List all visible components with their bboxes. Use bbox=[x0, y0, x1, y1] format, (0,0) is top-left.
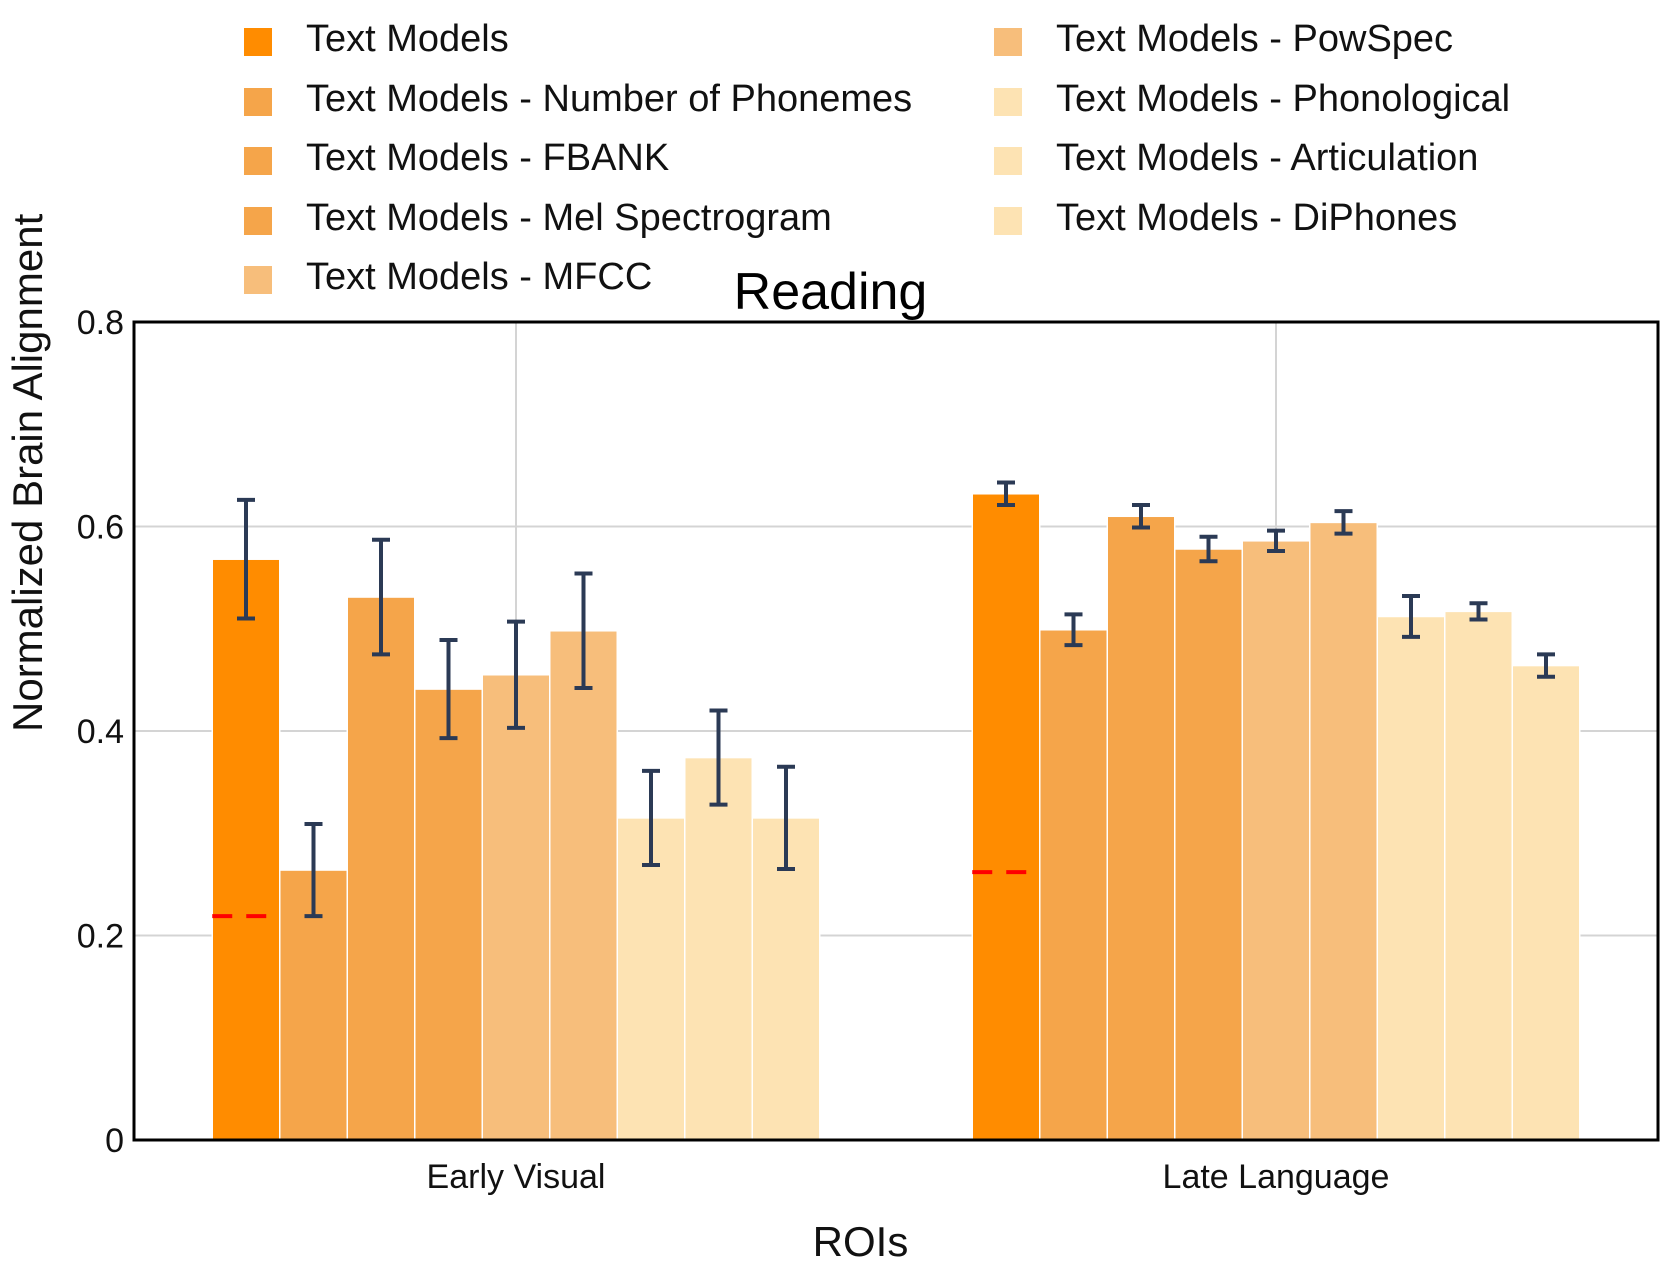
y-ticks: 0 0.2 0.4 0.6 0.8 bbox=[77, 304, 124, 1160]
bar bbox=[1444, 610, 1513, 1141]
bar bbox=[1241, 540, 1311, 1141]
legend-swatch bbox=[994, 206, 1022, 235]
legend-swatch bbox=[994, 147, 1022, 175]
y-tick-label: 0.6 bbox=[77, 509, 124, 547]
y-tick-label: 0.2 bbox=[77, 918, 124, 956]
chart-title: Reading bbox=[733, 263, 928, 321]
y-tick-label: 0.8 bbox=[77, 304, 124, 342]
bar bbox=[1511, 664, 1581, 1141]
y-axis-label: Normalized Brain Alignment bbox=[4, 213, 51, 732]
x-ticks: Early Visual Late Language bbox=[427, 1158, 1390, 1196]
error-bars bbox=[237, 480, 1555, 919]
bar bbox=[481, 674, 551, 1141]
bar bbox=[971, 493, 1041, 1141]
baselines bbox=[212, 870, 1040, 919]
bar bbox=[549, 630, 618, 1141]
bar bbox=[1039, 629, 1108, 1141]
bar bbox=[1309, 521, 1378, 1141]
legend-swatch bbox=[244, 206, 272, 235]
legend-swatch bbox=[994, 87, 1022, 116]
bar bbox=[1376, 615, 1446, 1141]
plot-frame bbox=[132, 320, 1660, 1142]
bar bbox=[684, 756, 753, 1141]
y-tick-label: 0.4 bbox=[77, 713, 124, 751]
legend-swatch bbox=[994, 28, 1022, 56]
bar bbox=[1174, 548, 1243, 1141]
y-tick-label: 0 bbox=[105, 1122, 124, 1160]
x-tick-label: Early Visual bbox=[427, 1158, 606, 1196]
legend-swatch bbox=[244, 87, 272, 116]
legend-label: Text Models - Articulation bbox=[1056, 137, 1479, 179]
legend-label: Text Models - Phonological bbox=[1056, 77, 1511, 120]
bars bbox=[211, 493, 1581, 1141]
legend-label: Text Models - DiPhones bbox=[1056, 196, 1458, 239]
legend-label: Text Models - PowSpec bbox=[1056, 18, 1454, 60]
legend-swatch bbox=[244, 147, 272, 175]
x-tick-label: Late Language bbox=[1163, 1158, 1390, 1196]
legend-swatch bbox=[244, 266, 272, 294]
bar bbox=[346, 596, 416, 1141]
legend-label: Text Models - FBANK bbox=[306, 137, 670, 179]
legend-label: Text Models - MFCC bbox=[306, 256, 653, 298]
legend-swatch bbox=[244, 28, 272, 56]
x-axis-label: ROIs bbox=[812, 1218, 909, 1265]
bar bbox=[1106, 515, 1176, 1141]
bar bbox=[211, 558, 281, 1141]
legend-label: Text Models bbox=[306, 18, 509, 60]
legend-label: Text Models - Number of Phonemes bbox=[306, 77, 913, 120]
legend-label: Text Models - Mel Spectrogram bbox=[306, 196, 832, 239]
bar bbox=[414, 688, 483, 1141]
